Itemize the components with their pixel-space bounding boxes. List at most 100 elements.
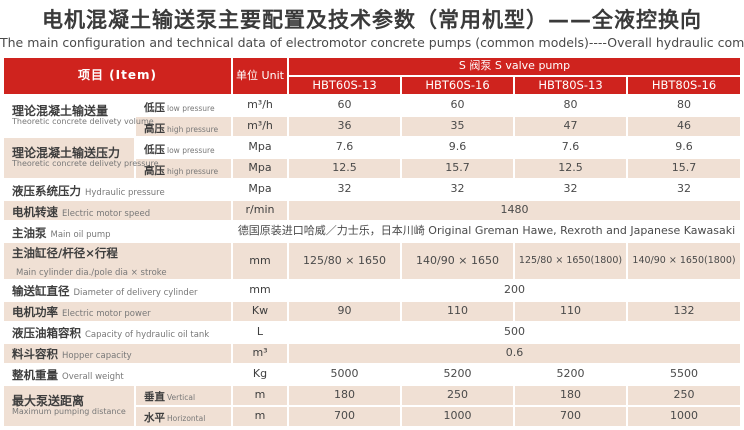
value-cell: 60 xyxy=(289,96,400,116)
value-cell: 5200 xyxy=(515,364,626,384)
value-cell: 32 xyxy=(515,180,626,200)
unit-cell: Mpa xyxy=(233,159,287,179)
table-row: 电机功率 Electric motor power Kw 90 110 110 132 xyxy=(4,301,740,321)
unit-cell: m³ xyxy=(233,343,287,363)
col-header-model-hbt60s-16: HBT60S-16 xyxy=(402,77,513,95)
unit-cell: mm xyxy=(233,243,287,279)
row-sub-label: 水平 Horizontal xyxy=(136,406,231,426)
table-row: 主油泵 Main oil pump 德国原装进口哈威／力士乐，日本川崎 Origin… xyxy=(4,222,740,242)
page-title: 电机混凝土输送泵主要配置及技术参数（常用机型）——全液控换向 xyxy=(42,8,702,32)
page-subtitle: The main configuration and technical dat… xyxy=(0,35,744,51)
table-row: 输送缸直径 Diameter of delivery cylinder mm 200 xyxy=(4,280,740,300)
unit-cell: L xyxy=(233,322,287,342)
table-row: 理论混凝土输送量 Theoretic concrete delivety volu… xyxy=(4,96,740,137)
unit-cell: m xyxy=(233,385,287,405)
table-row: 电机转速 Electric motor speed r/min 1480 xyxy=(4,201,740,221)
value-cell: 7.6 xyxy=(289,138,400,158)
unit-cell: r/min xyxy=(233,201,287,221)
row-sub-label: 低压 low pressure xyxy=(136,96,231,116)
value-cell: 0.6 xyxy=(289,343,740,363)
value-cell: 15.7 xyxy=(402,159,513,179)
row-label: 液压系统压力 Hydraulic pressure xyxy=(4,180,231,200)
value-cell: 140/90 × 1650(1800) xyxy=(628,243,740,279)
row-label: 主油泵 Main oil pump xyxy=(4,222,231,242)
value-cell: 5200 xyxy=(402,364,513,384)
table-row: 高压 high pressure Mpa 12.5 15.7 12.5 15.7 xyxy=(4,159,740,179)
table-row: 水平 Horizontal m 700 1000 700 1000 xyxy=(4,406,740,426)
row-label: 电机功率 Electric motor power xyxy=(4,301,231,321)
value-cell: 1480 xyxy=(289,201,740,221)
value-cell: 32 xyxy=(402,180,513,200)
value-cell: 180 xyxy=(515,385,626,405)
value-cell: 132 xyxy=(628,301,740,321)
table-row: 最大泵送距离 Maximum pumping distance 垂直 Vertical… xyxy=(4,385,740,426)
table-row: 整机重量 Overall weight Kg 5000 5200 5200 5500 xyxy=(4,364,740,384)
table-row: 主油缸径/杆径×行程Main cylinder dia./pole dia × … xyxy=(4,243,740,279)
unit-cell: Mpa xyxy=(233,138,287,158)
row-label: 料斗容积 Hopper capacity xyxy=(4,343,231,363)
col-header-unit: 单位 Unit xyxy=(233,58,287,95)
value-cell: 15.7 xyxy=(628,159,740,179)
value-cell: 250 xyxy=(628,385,740,405)
value-cell: 700 xyxy=(515,406,626,426)
row-sub-label: 垂直 Vertical xyxy=(136,385,231,405)
value-cell: 180 xyxy=(289,385,400,405)
value-cell: 47 xyxy=(515,117,626,137)
value-cell: 90 xyxy=(289,301,400,321)
spec-table-body: 理论混凝土输送量 Theoretic concrete delivety volu… xyxy=(4,96,740,426)
table-row: 高压 high pressure m³/h 36 35 47 46 xyxy=(4,117,740,137)
table-row: 液压油箱容积 Capacity of hydraulic oil tank L 500 xyxy=(4,322,740,342)
value-cell: 110 xyxy=(515,301,626,321)
row-group-label: 理论混凝土输送量 Theoretic concrete delivety volu… xyxy=(4,96,154,137)
value-cell: 德国原装进口哈威／力士乐，日本川崎 Original Greman Hawe, … xyxy=(233,222,740,242)
value-cell: 9.6 xyxy=(402,138,513,158)
row-label: 输送缸直径 Diameter of delivery cylinder xyxy=(4,280,231,300)
value-cell: 500 xyxy=(289,322,740,342)
value-cell: 125/80 × 1650(1800) xyxy=(515,243,626,279)
value-cell: 35 xyxy=(402,117,513,137)
spec-table: 项目 (Item) 单位 Unit S 阀泵 S valve pump HBT6… xyxy=(2,56,742,428)
value-cell: 125/80 × 1650 xyxy=(289,243,400,279)
value-cell: 9.6 xyxy=(628,138,740,158)
unit-cell: m³/h xyxy=(233,117,287,137)
value-cell: 46 xyxy=(628,117,740,137)
unit-cell: Kg xyxy=(233,364,287,384)
value-cell: 36 xyxy=(289,117,400,137)
table-row: 液压系统压力 Hydraulic pressure Mpa 32 32 32 32 xyxy=(4,180,740,200)
row-group-label: 理论混凝土输送压力 Theoretic concrete delivety pre… xyxy=(4,138,159,179)
value-cell: 5000 xyxy=(289,364,400,384)
value-cell: 1000 xyxy=(402,406,513,426)
value-cell: 7.6 xyxy=(515,138,626,158)
value-cell: 32 xyxy=(628,180,740,200)
value-cell: 1000 xyxy=(628,406,740,426)
value-cell: 250 xyxy=(402,385,513,405)
value-cell: 60 xyxy=(402,96,513,116)
row-label: 主油缸径/杆径×行程Main cylinder dia./pole dia × … xyxy=(4,243,231,279)
value-cell: 32 xyxy=(289,180,400,200)
row-label: 电机转速 Electric motor speed xyxy=(4,201,231,221)
row-label: 整机重量 Overall weight xyxy=(4,364,231,384)
row-sub-label: 高压 high pressure xyxy=(136,117,231,137)
col-header-model-hbt80s-13: HBT80S-13 xyxy=(515,77,626,95)
value-cell: 12.5 xyxy=(515,159,626,179)
unit-cell: m xyxy=(233,406,287,426)
value-cell: 5500 xyxy=(628,364,740,384)
value-cell: 110 xyxy=(402,301,513,321)
unit-cell: m³/h xyxy=(233,96,287,116)
row-label: 液压油箱容积 Capacity of hydraulic oil tank xyxy=(4,322,231,342)
unit-cell: mm xyxy=(233,280,287,300)
col-header-item: 项目 (Item) xyxy=(4,58,231,95)
value-cell: 80 xyxy=(628,96,740,116)
row-sub-label: 高压 high pressure xyxy=(136,159,231,179)
col-header-model-hbt80s-16: HBT80S-16 xyxy=(628,77,740,95)
value-cell: 700 xyxy=(289,406,400,426)
col-header-s-valve-pump: S 阀泵 S valve pump xyxy=(289,58,740,76)
row-group-label: 最大泵送距离 Maximum pumping distance xyxy=(4,385,134,426)
value-cell: 200 xyxy=(289,280,740,300)
col-header-model-hbt60s-13: HBT60S-13 xyxy=(289,77,400,95)
unit-cell: Mpa xyxy=(233,180,287,200)
value-cell: 12.5 xyxy=(289,159,400,179)
row-sub-label: 低压 low pressure xyxy=(136,138,231,158)
table-row: 理论混凝土输送压力 Theoretic concrete delivety pre… xyxy=(4,138,740,179)
value-cell: 80 xyxy=(515,96,626,116)
